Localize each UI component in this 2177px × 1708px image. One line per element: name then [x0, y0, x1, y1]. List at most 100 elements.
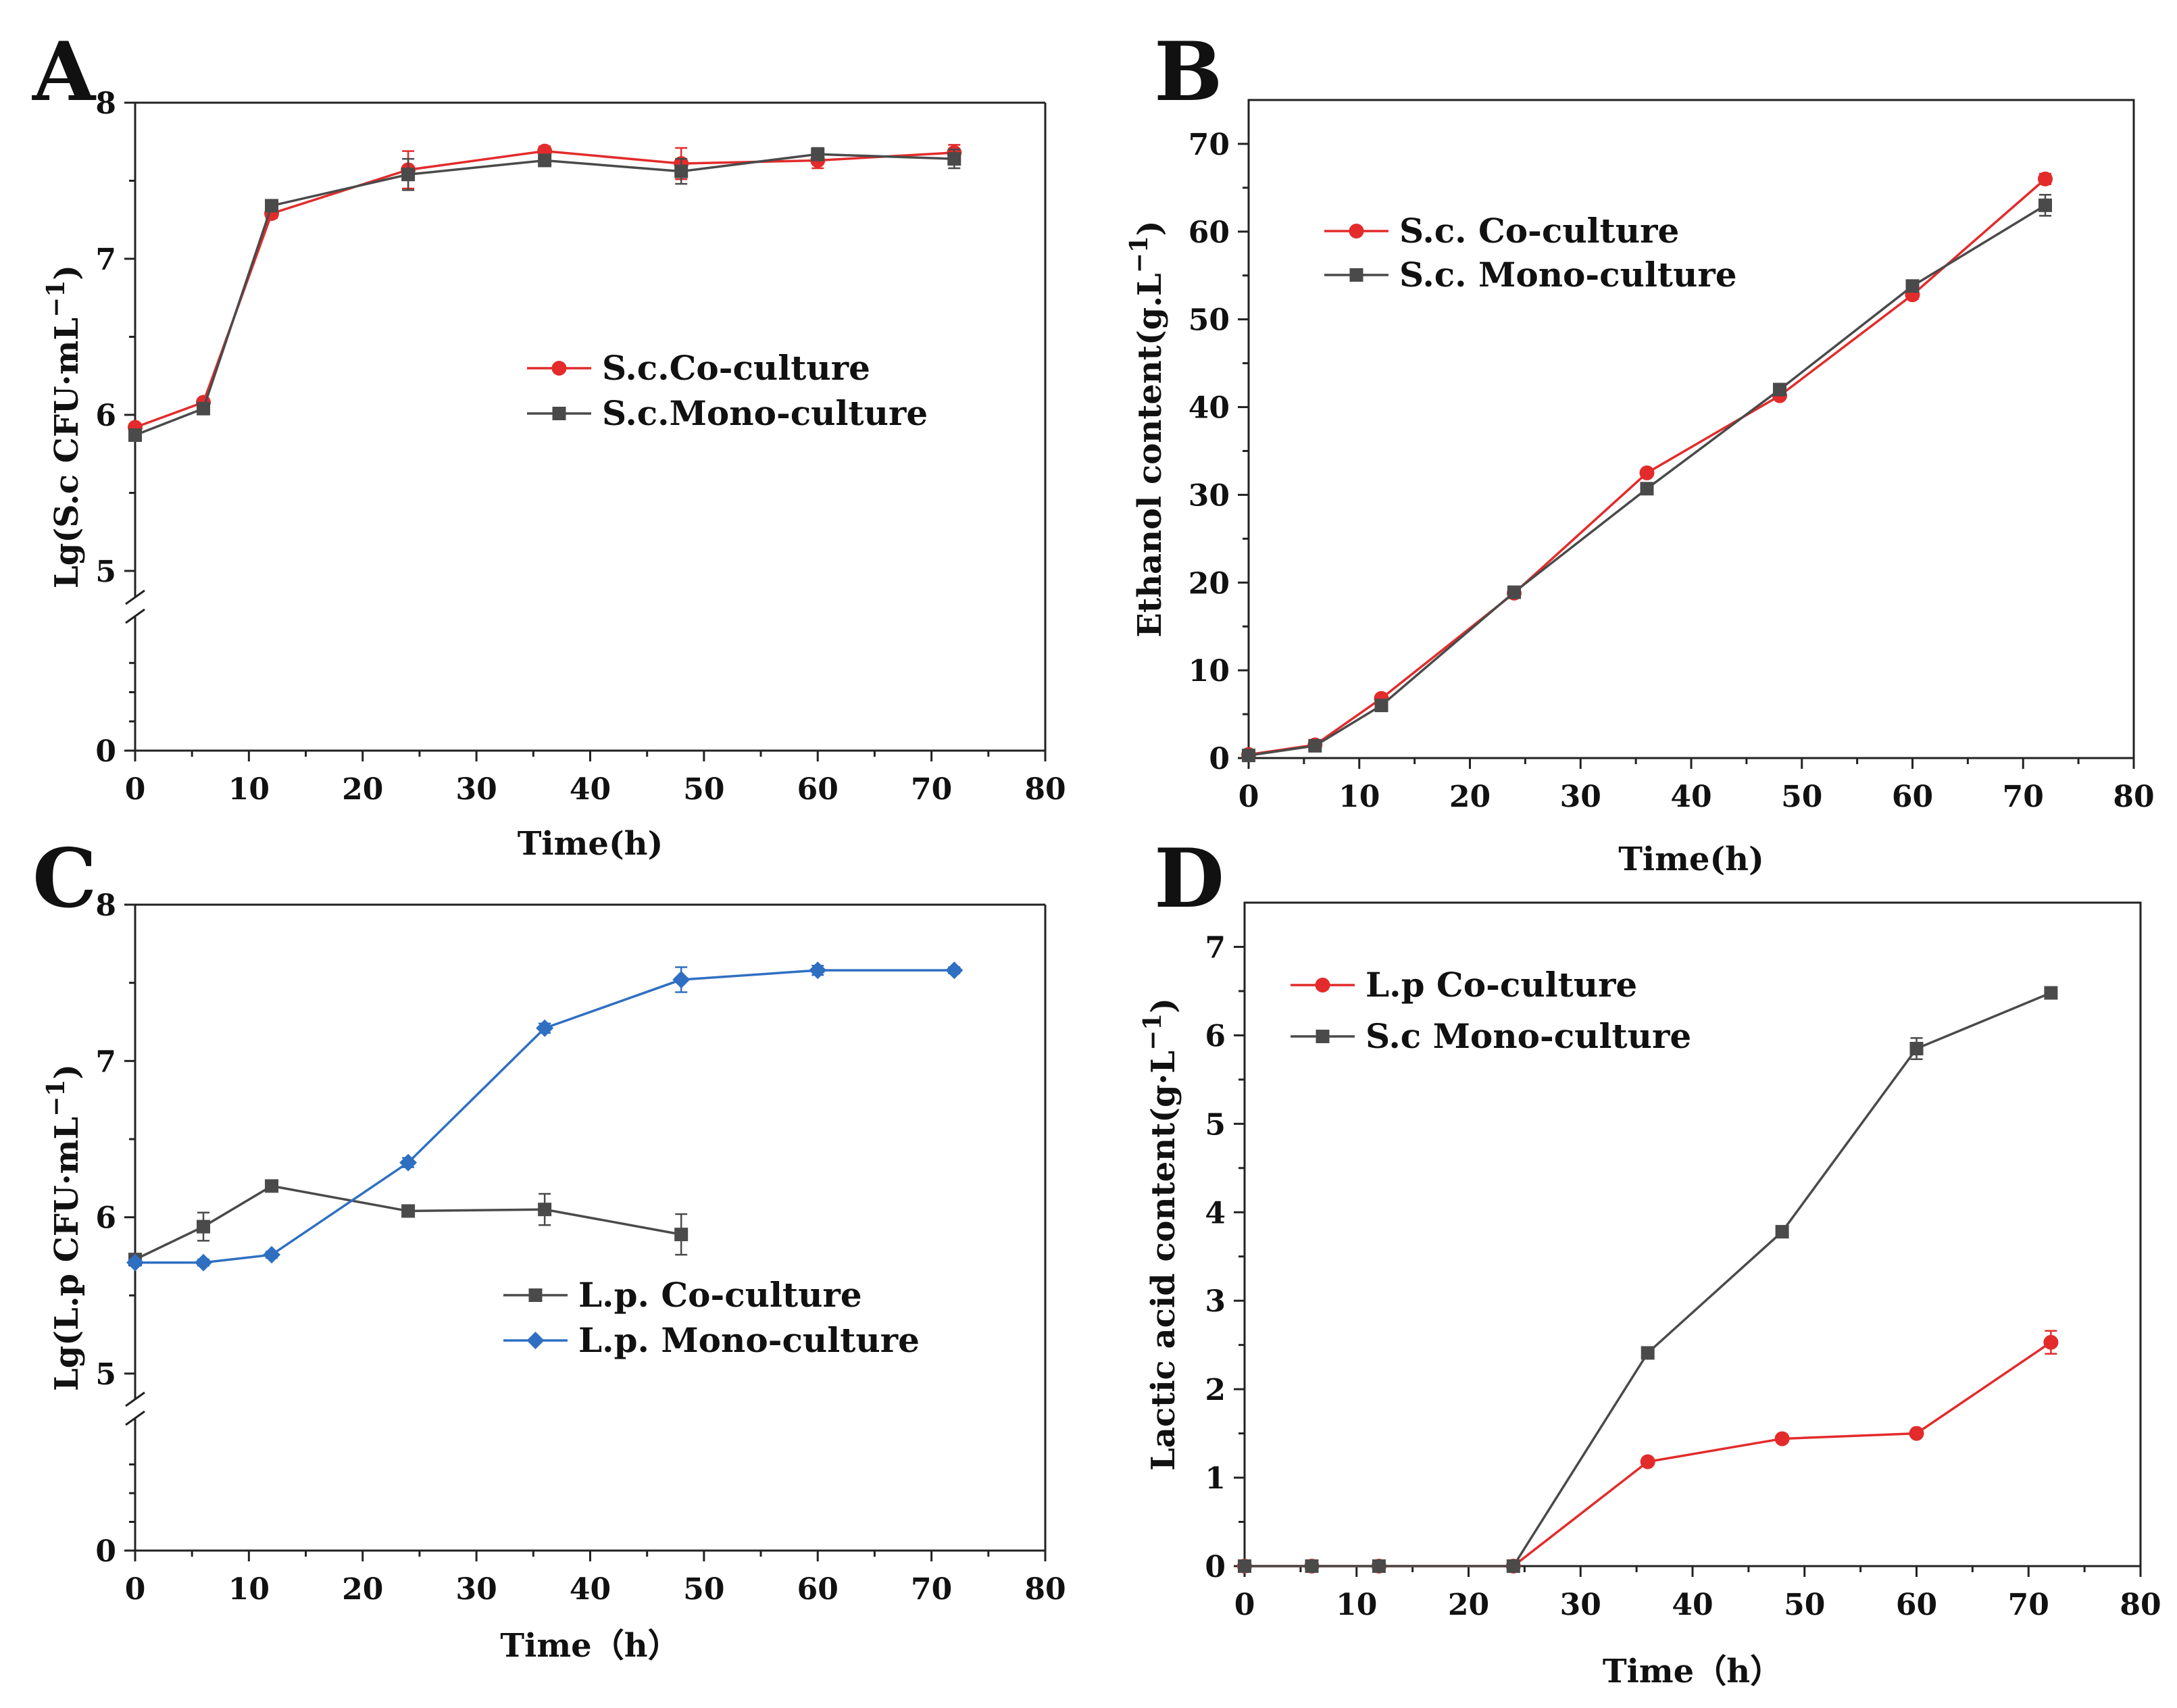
y-tick-label: 0: [95, 734, 116, 769]
y-tick-label: 7: [95, 1045, 116, 1079]
legend-marker: [1315, 978, 1330, 993]
y-tick-label: 0: [1205, 1550, 1226, 1584]
data-point: [674, 164, 689, 178]
data-point: [1308, 738, 1322, 753]
y-tick-label: 5: [1205, 1107, 1226, 1142]
legend-label: L.p. Co-culture: [578, 1275, 862, 1315]
y-tick-label: 20: [1188, 566, 1230, 601]
x-axis-label: Time(h): [1618, 840, 1764, 878]
data-point: [1507, 585, 1521, 599]
x-tick-label: 70: [911, 1572, 952, 1607]
y-tick-label: 6: [95, 399, 116, 433]
data-point: [811, 147, 825, 161]
x-tick-label: 10: [228, 772, 270, 807]
data-point: [1905, 279, 1920, 293]
legend-marker: [552, 407, 566, 420]
legend-label: S.c.Mono-culture: [602, 393, 928, 433]
panel-b: 0 10 20 30 40 50 60 70 80 0 10 20 30 40 50 60 70 B Time(h)…: [1125, 24, 2155, 878]
data-point: [126, 1253, 144, 1272]
y-tick-label: 30: [1188, 478, 1230, 513]
data-point: [1640, 1454, 1655, 1470]
y-axis-label: Ethanol content(g.L−1): [1125, 220, 1169, 637]
y-tick-label: 3: [1205, 1284, 1226, 1319]
data-point: [674, 1228, 689, 1242]
y-axis-label: Lg(L.p CFU·mL−1): [42, 1064, 86, 1391]
data-point: [1372, 1559, 1386, 1573]
legend-label: S.c.Co-culture: [602, 348, 870, 388]
data-point: [945, 961, 964, 980]
data-point: [809, 961, 827, 980]
panel-label: A: [32, 24, 97, 120]
x-tick-label: 60: [1892, 780, 1933, 814]
panel-label: B: [1154, 24, 1222, 120]
data-point: [538, 153, 552, 168]
data-point: [672, 971, 691, 989]
x-tick-label: 80: [2113, 780, 2154, 814]
series-s-c-mono-culture: [128, 147, 961, 443]
y-tick-label: 8: [95, 86, 116, 121]
x-tick-label: 50: [683, 772, 724, 807]
x-tick-label: 40: [570, 772, 611, 807]
y-tick-label: 40: [1188, 391, 1230, 426]
y-axis-label-text: Lactic acid content(g·L: [1145, 1051, 1182, 1471]
x-tick-label: 20: [342, 1572, 383, 1607]
x-tick-label: 80: [1024, 1572, 1066, 1607]
y-tick-label: 6: [1205, 1019, 1226, 1053]
x-tick-label: 10: [1336, 1588, 1377, 1622]
y-axis-label-superscript: −1: [1125, 236, 1153, 273]
y-axis-label-superscript: −1: [1138, 1013, 1167, 1051]
data-point: [538, 1203, 552, 1217]
x-tick-label: 70: [2008, 1588, 2049, 1622]
data-point: [1242, 749, 1255, 763]
legend-marker: [551, 361, 567, 376]
legend-label: S.c. Mono-culture: [1399, 255, 1737, 295]
series-line: [134, 149, 955, 429]
y-tick-label: 10: [1188, 654, 1230, 688]
series-line: [1248, 204, 2046, 757]
x-tick-label: 50: [683, 1572, 724, 1607]
data-point: [265, 199, 279, 213]
x-tick-label: 20: [1449, 780, 1491, 814]
y-tick-label: 70: [1188, 128, 1230, 162]
x-tick-label: 10: [1338, 780, 1380, 814]
data-point: [947, 152, 961, 166]
x-tick-label: 80: [1024, 772, 1066, 807]
legend-label: S.c Mono-culture: [1366, 1016, 1691, 1056]
x-axis-label: Time(h): [518, 825, 664, 863]
y-tick-label: 1: [1205, 1461, 1226, 1496]
series-l-p-mono-culture: [126, 961, 964, 1272]
x-tick-label: 50: [1784, 1588, 1825, 1622]
axis-break-mark: [125, 1391, 145, 1407]
x-tick-label: 60: [797, 1572, 839, 1607]
data-point: [401, 168, 416, 182]
series-s-c-mono-culture: [1242, 194, 2052, 763]
data-point: [265, 1179, 279, 1193]
legend-marker: [1316, 1030, 1330, 1043]
x-tick-label: 10: [228, 1572, 270, 1607]
x-tick-label: 0: [1234, 1588, 1255, 1622]
y-tick-label: 4: [1205, 1196, 1226, 1230]
x-tick-label: 40: [570, 1572, 611, 1607]
panel-label: C: [32, 831, 97, 926]
y-tick-label: 0: [95, 1534, 116, 1569]
x-tick-label: 30: [456, 772, 497, 807]
y-tick-label: 7: [95, 243, 116, 277]
y-tick-label: 6: [95, 1201, 116, 1236]
x-tick-label: 20: [1448, 1588, 1489, 1622]
data-point: [1641, 1346, 1655, 1360]
data-point: [1775, 1225, 1789, 1239]
data-point: [399, 1153, 418, 1172]
x-tick-label: 30: [1560, 780, 1601, 814]
panel-c: 0 10 20 30 40 50 60 70 80 0 5 6 7 8C Time（h） Lg(L.p CFU…: [32, 831, 1066, 1665]
data-point: [1773, 382, 1786, 397]
y-tick-label: 8: [95, 888, 116, 923]
axis-break-mark: [125, 1410, 145, 1426]
x-axis-label: Time（h）: [1603, 1653, 1782, 1690]
x-tick-label: 0: [125, 772, 146, 807]
data-point: [195, 1253, 213, 1272]
series-s-c-mono-culture: [1238, 986, 2058, 1573]
axis-break-mark: [125, 608, 145, 624]
x-tick-label: 80: [2120, 1588, 2161, 1622]
data-point: [263, 1246, 281, 1264]
series-line: [134, 153, 955, 436]
